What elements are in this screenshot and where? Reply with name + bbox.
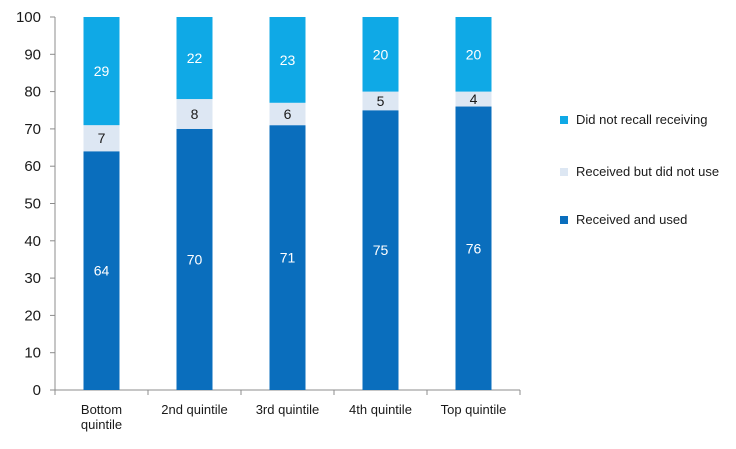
y-tick-label: 70	[24, 121, 41, 138]
x-tick-label: 4th quintile	[349, 402, 412, 417]
bar-segment	[362, 17, 399, 92]
legend-item-did-not-recall: Did not recall receiving	[560, 112, 708, 128]
data-label: 70	[187, 251, 203, 267]
x-tick-label: 2nd quintile	[161, 402, 228, 417]
bar-segment	[83, 151, 120, 390]
y-tick-label: 40	[24, 233, 41, 250]
bar-segment	[362, 91, 399, 111]
legend-item-received-used: Received and used	[560, 212, 687, 228]
data-label: 64	[94, 263, 110, 279]
legend-swatch-received-used	[560, 216, 568, 224]
y-tick-label: 10	[24, 345, 41, 362]
bar-segment	[362, 110, 399, 390]
data-label: 20	[466, 46, 482, 62]
bar-segment	[83, 125, 120, 152]
x-tick-label: 3rd quintile	[256, 402, 320, 417]
data-label: 8	[191, 106, 199, 122]
legend-label-did-not-recall: Did not recall receiving	[576, 112, 708, 127]
x-tick-label: Bottom	[81, 402, 122, 417]
y-tick-label: 0	[33, 382, 41, 399]
y-tick-label: 50	[24, 196, 41, 213]
bar-segment	[83, 17, 120, 126]
data-label: 23	[280, 52, 296, 68]
bars-layer	[83, 17, 492, 391]
legend-swatch-did-not-recall	[560, 116, 568, 124]
data-label: 71	[280, 250, 296, 266]
data-label: 76	[466, 240, 482, 256]
x-tick-label: Top quintile	[441, 402, 507, 417]
data-label: 4	[470, 91, 478, 107]
y-tick-label: 80	[24, 84, 41, 101]
legend-label-received-used: Received and used	[576, 212, 688, 227]
data-label: 6	[284, 106, 292, 122]
data-label: 29	[94, 63, 110, 79]
data-label: 75	[373, 242, 389, 258]
data-label: 5	[377, 93, 385, 109]
bar-segment	[269, 17, 306, 103]
legend-item-received-not-used: Received but did not use	[560, 164, 726, 180]
y-tick-label: 60	[24, 158, 41, 175]
legend-label-received-not-used: Received but did not use	[576, 164, 720, 179]
y-tick-label: 20	[24, 307, 41, 324]
data-label: 22	[187, 50, 203, 66]
bar-segment	[269, 125, 306, 391]
bar-segment	[269, 102, 306, 126]
legend-swatch-received-not-used	[560, 168, 568, 176]
bar-segment	[455, 91, 492, 107]
labels-layer: 64 7 29 70 8 22 71 6 23 75 5 20 76 4 20	[94, 46, 482, 278]
y-tick-label: 30	[24, 270, 41, 287]
data-label: 7	[98, 130, 106, 146]
data-label: 20	[373, 46, 389, 62]
y-tick-label: 90	[24, 46, 41, 63]
bar-segment	[455, 106, 492, 391]
y-tick-label: 100	[16, 9, 41, 26]
bar-segment	[455, 17, 492, 92]
bar-segment	[176, 128, 213, 390]
x-tick-label: quintile	[81, 417, 122, 432]
bar-segment	[176, 99, 213, 129]
bar-segment	[176, 17, 213, 100]
